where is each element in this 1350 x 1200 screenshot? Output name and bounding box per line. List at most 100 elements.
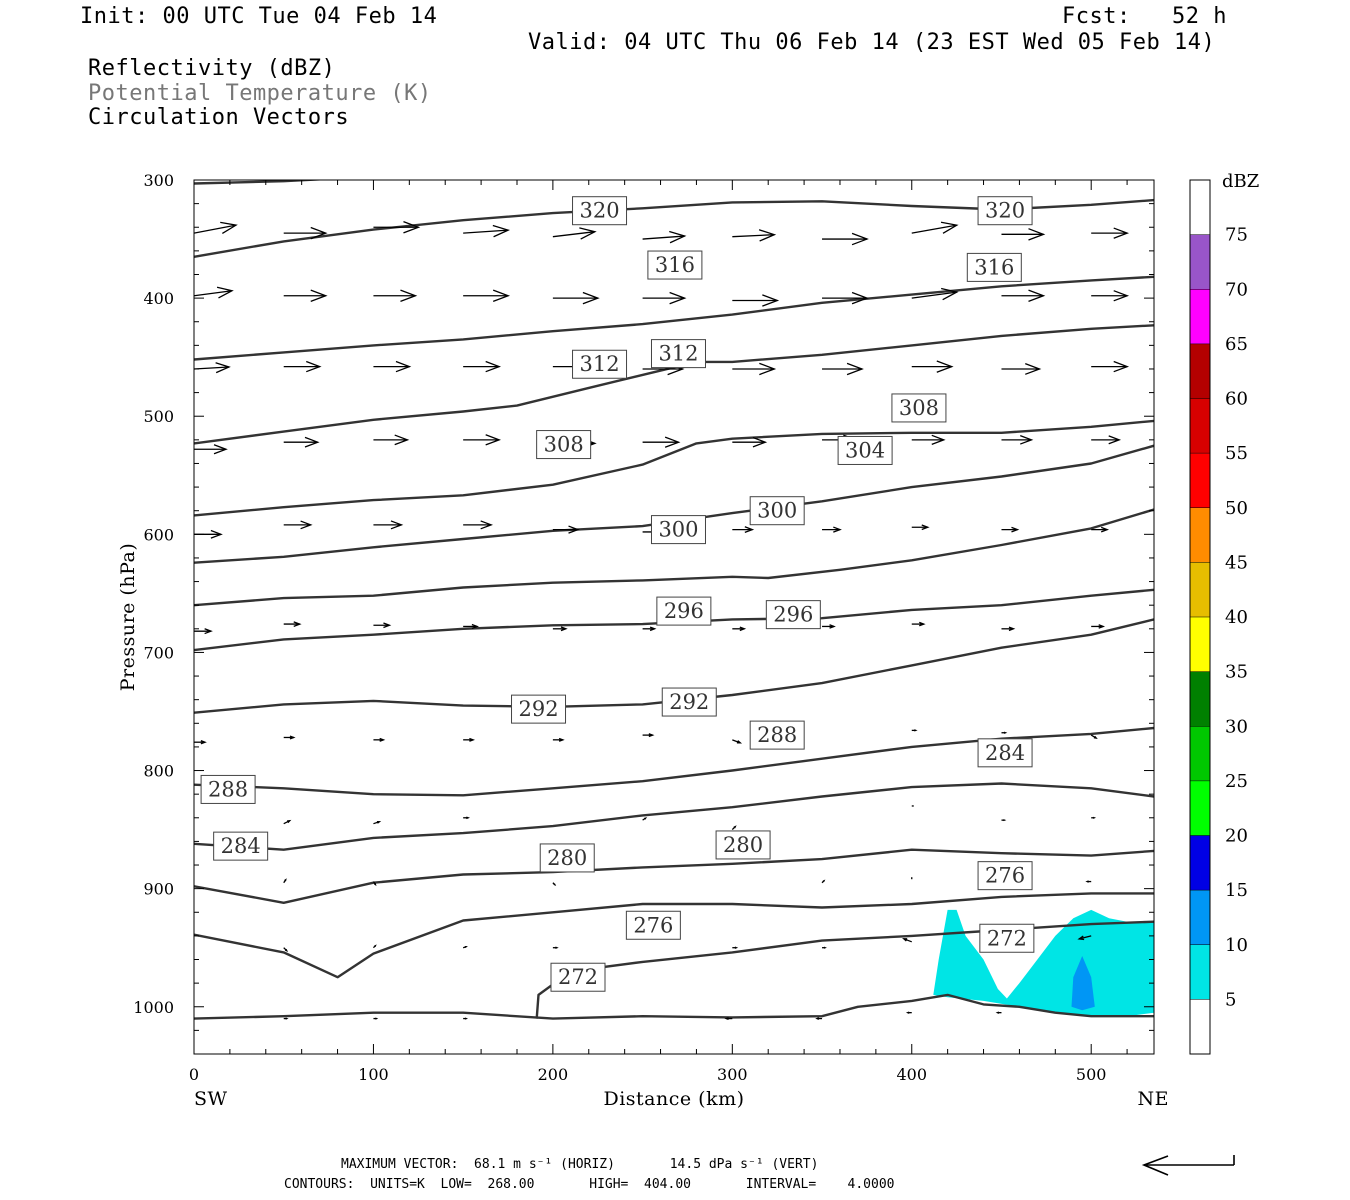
vector-head bbox=[300, 520, 313, 530]
colorbar-segment bbox=[1190, 180, 1210, 235]
vector-head bbox=[664, 436, 681, 448]
field-potential-temperature: Potential Temperature (K) bbox=[88, 81, 432, 106]
contour-label-box bbox=[765, 600, 821, 630]
x-right-label: NE bbox=[1138, 1088, 1170, 1110]
colorbar-level-label: 25 bbox=[1225, 771, 1248, 792]
vector-head bbox=[936, 360, 954, 373]
contour-label-box bbox=[891, 393, 947, 423]
contour-info: CONTOURS: UNITS=K LOW= 268.00 HIGH= 404.… bbox=[284, 1177, 895, 1192]
colorbar-segment bbox=[1190, 343, 1210, 399]
circulation-vector bbox=[822, 291, 869, 305]
x-tick-label: 0 bbox=[189, 1065, 199, 1084]
circulation-vector bbox=[732, 229, 777, 242]
vector-head bbox=[829, 624, 836, 629]
circulation-vector bbox=[1001, 435, 1034, 445]
contour-label-text: 284 bbox=[985, 741, 1025, 765]
colorbar-segment bbox=[1190, 507, 1210, 563]
vector-head bbox=[284, 948, 289, 953]
circulation-vector bbox=[373, 1017, 379, 1020]
vector-head bbox=[995, 1011, 1000, 1014]
vector-head bbox=[579, 227, 597, 240]
vector-shaft bbox=[1079, 935, 1092, 940]
x-tick-label: 200 bbox=[538, 1065, 569, 1084]
vector-head bbox=[1028, 228, 1046, 241]
vector-head bbox=[469, 737, 476, 742]
contour-label-box bbox=[550, 962, 606, 992]
contour-label-box bbox=[536, 430, 592, 460]
circulation-vector bbox=[642, 436, 681, 448]
colorbar-segment bbox=[1190, 671, 1210, 727]
circulation-vector bbox=[911, 360, 954, 373]
circulation-vector bbox=[373, 737, 386, 742]
vector-head bbox=[210, 529, 223, 539]
circulation-vector bbox=[463, 737, 476, 742]
circulation-vector bbox=[821, 879, 826, 884]
vector-head bbox=[1003, 731, 1008, 734]
theta-contour-312 bbox=[194, 275, 1154, 361]
circulation-vector bbox=[1001, 731, 1008, 734]
contour-label-box bbox=[837, 435, 893, 465]
contour-label-text: 292 bbox=[669, 690, 709, 714]
contour-label-box bbox=[715, 830, 771, 860]
colorbar-segment bbox=[1190, 453, 1210, 508]
circulation-vector bbox=[1091, 624, 1106, 629]
contour-label-box bbox=[200, 774, 256, 804]
x-tick-label: 400 bbox=[896, 1065, 927, 1084]
colorbar-segment bbox=[1190, 999, 1210, 1054]
vector-head bbox=[669, 291, 687, 305]
contour-label-292: 292 bbox=[661, 687, 717, 717]
circulation-vector bbox=[462, 946, 468, 949]
circulation-vector bbox=[283, 289, 328, 302]
vector-head bbox=[733, 825, 737, 829]
contour-label-312: 312 bbox=[650, 339, 706, 369]
contour-label-288: 288 bbox=[749, 720, 805, 750]
circulation-vector bbox=[911, 434, 946, 445]
circulation-vector bbox=[724, 1017, 733, 1021]
contour-label-box bbox=[572, 196, 628, 226]
vector-head bbox=[1011, 526, 1020, 533]
colorbar-segment bbox=[1190, 289, 1210, 344]
colorbar-level-label: 45 bbox=[1225, 552, 1248, 573]
circulation-vector bbox=[283, 947, 289, 953]
x-tick-label: 300 bbox=[717, 1065, 748, 1084]
vector-head bbox=[286, 819, 292, 824]
colorbar-segment bbox=[1190, 835, 1210, 891]
contour-label-box bbox=[661, 687, 717, 717]
vector-head bbox=[914, 729, 918, 732]
vector-head bbox=[734, 946, 739, 949]
vector-head bbox=[304, 436, 320, 448]
circulation-vector bbox=[372, 881, 377, 887]
vector-head bbox=[1113, 360, 1130, 373]
circulation-vector bbox=[822, 946, 827, 949]
vector-head bbox=[1085, 880, 1089, 883]
vector-head bbox=[1092, 816, 1097, 819]
reflectivity-region-5dbz bbox=[933, 909, 1154, 1017]
circulation-vector bbox=[373, 289, 418, 302]
contour-label-312: 312 bbox=[572, 349, 628, 379]
vector-head bbox=[851, 232, 869, 246]
circulation-vector bbox=[283, 1017, 289, 1020]
x-tick-label: 500 bbox=[1076, 1065, 1107, 1084]
vector-head bbox=[644, 817, 648, 820]
theta-contour-280 bbox=[194, 782, 1154, 851]
circulation-vector bbox=[283, 520, 313, 530]
circulation-vector bbox=[642, 817, 648, 821]
circulation-vector bbox=[642, 230, 687, 244]
colorbar-level-label: 20 bbox=[1225, 826, 1248, 847]
y-tick-label: 500 bbox=[143, 407, 174, 426]
max-vector-info: MAXIMUM VECTOR: 68.1 m s⁻¹ (HORIZ) 14.5 … bbox=[341, 1157, 819, 1172]
contour-label-text: 296 bbox=[773, 603, 813, 627]
circulation-vector bbox=[822, 526, 842, 533]
circulation-vector bbox=[552, 882, 557, 887]
vector-head bbox=[555, 946, 559, 949]
circulation-vector bbox=[911, 287, 959, 301]
circulation-vector bbox=[283, 878, 287, 884]
circulation-vector bbox=[463, 623, 480, 630]
circulation-vector bbox=[732, 946, 739, 949]
circulation-vector bbox=[463, 434, 502, 446]
contour-label-box bbox=[539, 843, 595, 873]
contour-label-316: 316 bbox=[647, 250, 703, 280]
contour-label-276: 276 bbox=[625, 910, 681, 940]
vector-head bbox=[921, 524, 930, 531]
contour-label-box bbox=[966, 252, 1022, 282]
